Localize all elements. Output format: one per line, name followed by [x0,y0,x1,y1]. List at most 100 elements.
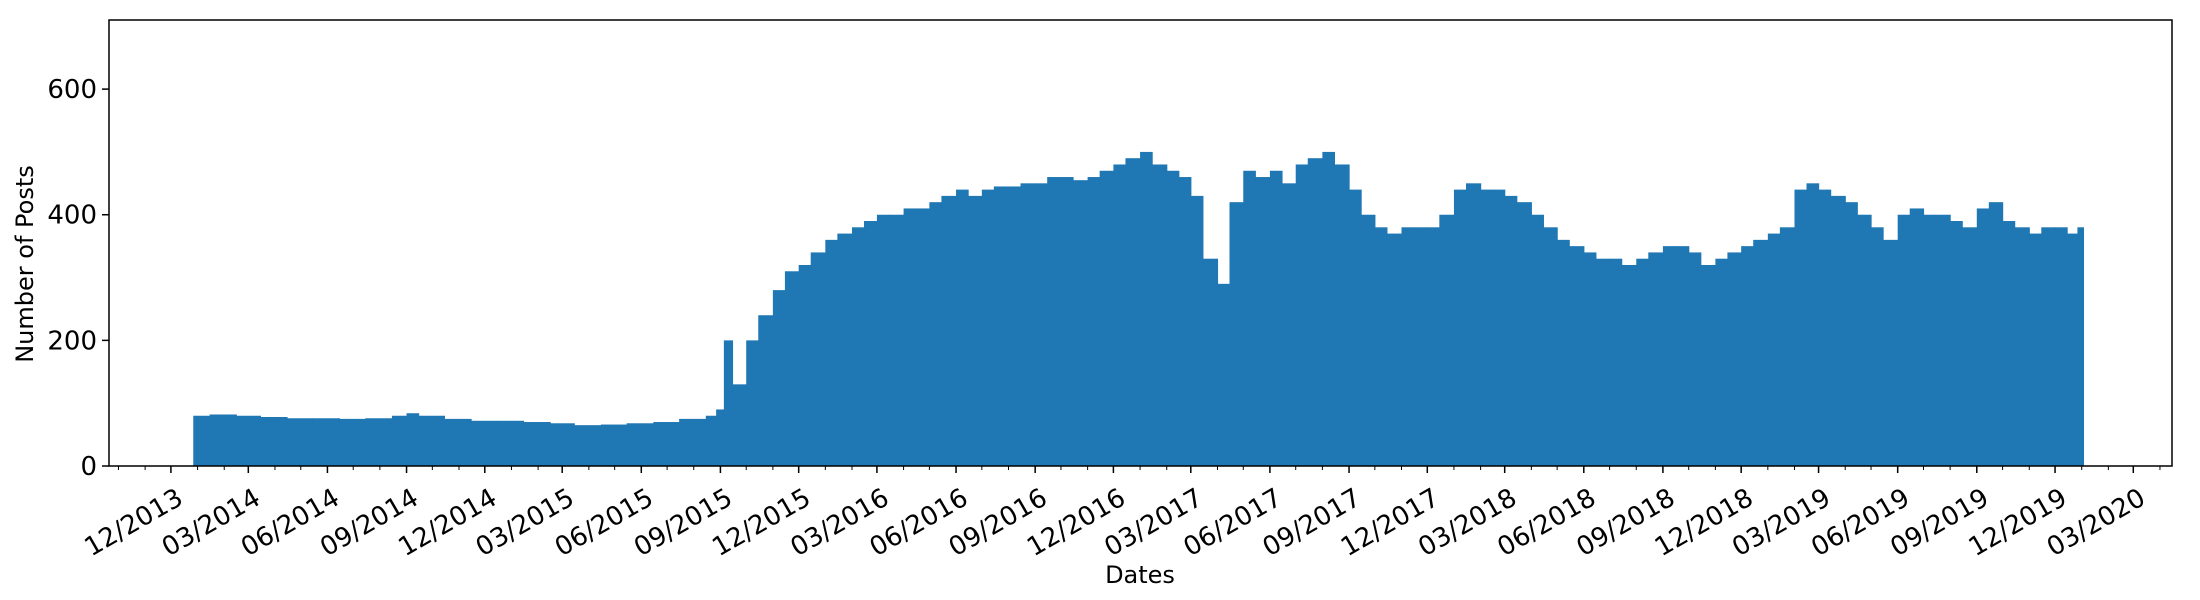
bar [981,189,995,467]
bar [1439,214,1455,466]
bar [1307,158,1323,466]
bar [471,420,498,466]
bar [1976,208,1990,466]
bar [1621,264,1637,466]
bar [1962,227,1978,466]
bar [1020,183,1036,466]
bar [1281,183,1297,466]
bar [903,208,917,466]
bar [1140,151,1153,467]
bar [1516,202,1532,467]
bar [1715,258,1729,466]
bar [365,418,393,466]
bar [746,340,759,466]
bar [810,252,826,466]
bar [1818,189,1832,467]
bar [209,414,237,466]
bar [1753,239,1769,466]
bar [1178,177,1192,467]
bar [915,208,930,466]
bar [956,189,969,467]
bar [444,418,472,466]
bar [705,415,717,466]
bar [1465,183,1482,466]
bar [1035,183,1048,466]
y-axis: 0 200 400 600 [47,75,109,482]
bar [888,214,905,466]
bar [312,418,341,466]
bar [496,420,525,466]
bar [1047,177,1062,467]
bar [1492,189,1506,467]
bar [1349,189,1362,467]
bar [993,186,1010,466]
bar [1897,214,1911,466]
bar [653,422,680,466]
bar [1453,189,1467,467]
bar [1427,227,1440,466]
bar [600,424,628,466]
bar [1583,252,1597,466]
bar [1269,170,1283,466]
bar [1229,202,1244,467]
bar [574,425,602,466]
bar [1909,208,1925,466]
bar [1401,227,1415,466]
bar [1595,258,1611,466]
bar [1569,246,1585,466]
bar [2077,227,2085,466]
bar [798,264,812,466]
bar [864,221,878,466]
bar [723,340,734,466]
bar [1779,227,1796,466]
bar [1688,252,1702,466]
bar [1413,227,1428,466]
bar [1700,264,1716,466]
bar [406,413,420,466]
bar [837,233,853,466]
bar [1741,246,1754,466]
bar [784,271,800,466]
bar [1557,239,1570,466]
bar [758,315,774,466]
bar [1727,252,1742,466]
bar [339,418,366,466]
bar [1830,195,1846,466]
bar [1386,233,1403,466]
bar [2014,227,2030,466]
bar [941,195,957,466]
bar [1243,170,1256,466]
bar [732,384,747,466]
bar [2067,233,2079,466]
bar [1504,195,1518,466]
bar [851,227,865,466]
bar [236,415,261,466]
bar [1087,177,1101,467]
y-tick-label: 0 [80,452,97,482]
bar [1531,214,1544,466]
bar [418,415,445,466]
bar [193,415,211,466]
bar [1374,227,1388,466]
bar [1923,214,1937,466]
bar [716,409,725,466]
y-tick-label: 200 [47,326,97,356]
bar [1217,283,1231,466]
bar [1883,239,1899,466]
bar [1950,221,1963,466]
bar [772,290,786,466]
bar [260,417,288,466]
bar [1125,158,1141,466]
bar [679,418,707,466]
bar [1935,214,1951,466]
bar-series [193,151,2085,467]
bar [1202,258,1219,466]
bar [1480,189,1494,467]
bar [1166,170,1180,466]
bar [1609,258,1623,466]
bar [1361,214,1376,466]
bar [1767,233,1781,466]
bar [1648,252,1664,466]
bar [1255,177,1271,467]
